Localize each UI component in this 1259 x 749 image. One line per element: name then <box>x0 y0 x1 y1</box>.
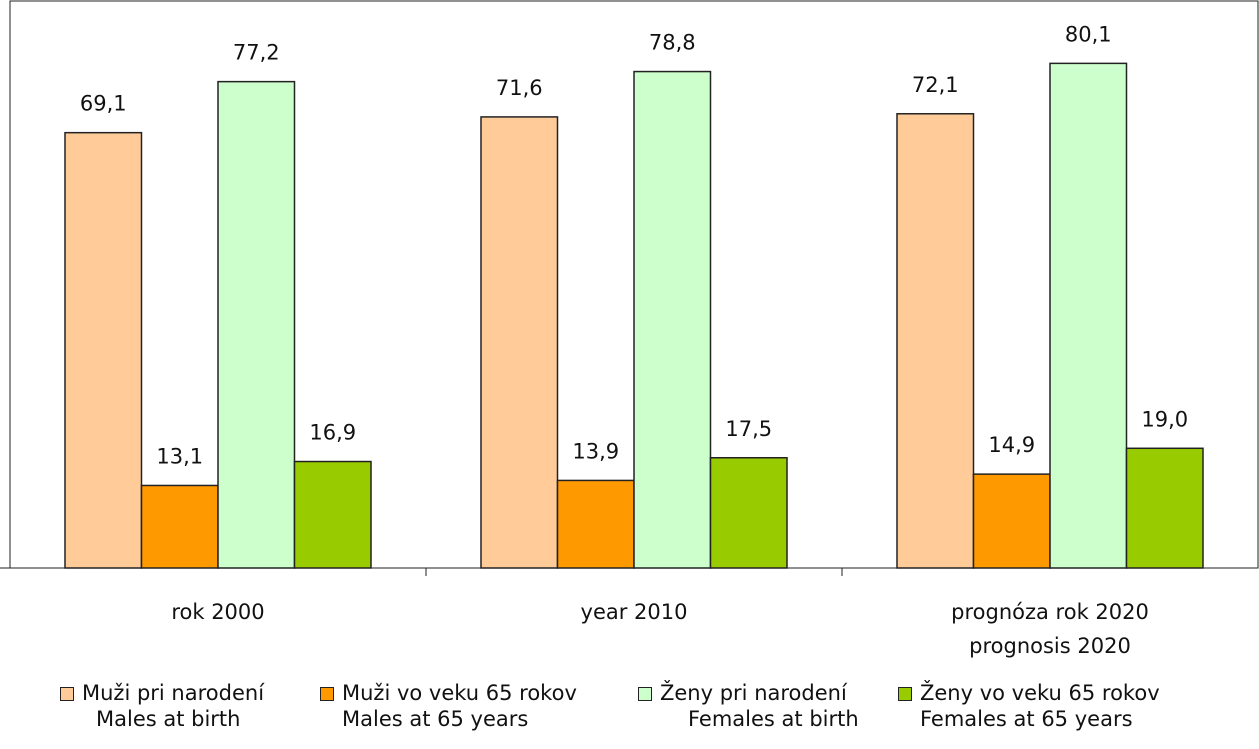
data-labels-layer: 69,1 13,1 77,2 16,9 71,6 13,9 78,8 17,5 72,1 14,9… <box>80 22 1188 468</box>
x-axis: rok 2000 year 2010 prognóza rok 2020 progno… <box>0 567 1258 658</box>
bar <box>896 113 975 569</box>
bar <box>1125 447 1204 569</box>
data-label: 78,8 <box>649 31 696 55</box>
bar <box>709 457 788 569</box>
x-tick-label: prognóza rok 2020 <box>951 600 1149 624</box>
legend-label-en: Males at 65 years <box>342 707 529 731</box>
data-label: 69,1 <box>80 92 127 116</box>
bar <box>1049 62 1128 569</box>
data-label: 13,9 <box>572 439 619 463</box>
x-tick-label: year 2010 <box>581 600 688 624</box>
x-tick-label: rok 2000 <box>171 600 264 624</box>
legend-swatch <box>898 687 912 701</box>
data-label: 80,1 <box>1065 22 1112 46</box>
bar <box>217 80 296 569</box>
legend-label-sk: Muži vo veku 65 rokov <box>342 681 577 705</box>
data-label: 72,1 <box>912 73 959 97</box>
bar <box>633 70 712 569</box>
legend-label-en: Males at birth <box>96 707 241 731</box>
legend-swatch <box>638 687 652 701</box>
bars-layer <box>64 62 1204 569</box>
data-label: 13,1 <box>156 444 203 468</box>
legend: Muži pri narodení Males at birth Muži vo… <box>0 680 1259 749</box>
data-label: 77,2 <box>233 41 280 65</box>
legend-swatch <box>60 687 74 701</box>
legend-label-en: Females at 65 years <box>920 707 1133 731</box>
data-label: 71,6 <box>496 76 543 100</box>
legend-label-sk: Ženy pri narodení <box>660 681 847 705</box>
data-label: 16,9 <box>309 421 356 445</box>
legend-label-en: Females at birth <box>688 707 859 731</box>
x-tick-label: prognosis 2020 <box>969 634 1131 658</box>
data-label: 19,0 <box>1141 407 1188 431</box>
legend-label-sk: Muži pri narodení <box>82 681 265 705</box>
data-label: 14,9 <box>988 433 1035 457</box>
bar <box>293 460 372 569</box>
legend-swatch <box>320 687 334 701</box>
data-label: 17,5 <box>725 417 772 441</box>
bar <box>480 116 559 569</box>
bar-chart: 69,1 13,1 77,2 16,9 71,6 13,9 78,8 17,5 72,1 14,9… <box>0 0 1259 658</box>
bar <box>140 484 219 569</box>
legend-label-sk: Ženy vo veku 65 rokov <box>920 681 1160 705</box>
bar <box>972 473 1051 569</box>
bar <box>64 131 143 569</box>
bar <box>556 479 635 569</box>
